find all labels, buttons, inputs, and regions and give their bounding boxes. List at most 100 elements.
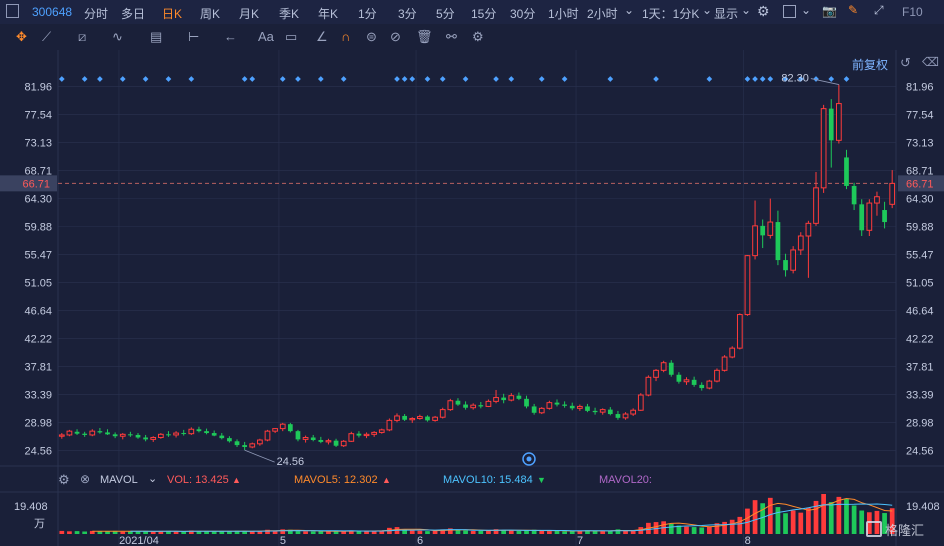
candle bbox=[767, 221, 774, 236]
sidebar-toggle-icon[interactable] bbox=[6, 4, 19, 18]
ruler-icon[interactable]: ∠ bbox=[316, 29, 328, 44]
volume-scale-label: 19.408 bbox=[14, 501, 48, 513]
candle bbox=[607, 409, 613, 415]
event-marker bbox=[165, 76, 172, 82]
period-tab-季k[interactable]: 季K bbox=[279, 7, 300, 21]
chevron-down-icon[interactable]: ⌄ bbox=[801, 3, 812, 17]
candle bbox=[882, 210, 887, 223]
y-tick-label: 51.05 bbox=[906, 278, 934, 290]
y-tick-label: 51.05 bbox=[24, 278, 52, 290]
settings-icon[interactable]: ⚙ bbox=[472, 29, 484, 44]
note-icon[interactable]: ▭ bbox=[285, 29, 298, 44]
magnet-icon[interactable]: ∩ bbox=[341, 29, 351, 44]
candle bbox=[378, 429, 385, 433]
mavol10-line bbox=[130, 503, 893, 532]
y-tick-label: 64.30 bbox=[906, 194, 934, 206]
chevron-down-icon[interactable]: ⌄ bbox=[624, 3, 635, 17]
candle bbox=[691, 379, 697, 385]
settings-icon[interactable]: ⚙ bbox=[58, 472, 70, 487]
arrow-icon[interactable]: ← bbox=[224, 29, 237, 44]
candle bbox=[576, 405, 583, 409]
mavol-name[interactable]: MAVOL bbox=[100, 474, 138, 486]
checkbox-icon[interactable] bbox=[783, 5, 796, 18]
volume-bar bbox=[844, 498, 849, 534]
settings-gear-icon[interactable]: ⚙ bbox=[757, 3, 770, 19]
volume-bar bbox=[554, 530, 560, 534]
chevron-down-icon[interactable]: ⌄ bbox=[741, 3, 752, 17]
range-icon[interactable]: ⊢ bbox=[188, 29, 200, 44]
period-tab-多日[interactable]: 多日 bbox=[121, 7, 146, 21]
undo-icon[interactable]: ↺ bbox=[900, 55, 911, 70]
channel-icon[interactable]: ⧄ bbox=[78, 29, 87, 44]
period-tab-月k[interactable]: 月K bbox=[239, 7, 260, 21]
period-tab-周k[interactable]: 周K bbox=[200, 7, 221, 21]
f10-button[interactable]: F10 bbox=[902, 5, 923, 19]
y-tick-label: 46.64 bbox=[24, 306, 52, 318]
candle bbox=[82, 433, 88, 435]
display-select[interactable]: 显示 bbox=[714, 7, 739, 21]
candle bbox=[501, 397, 507, 401]
vol-value: VOL: 13.425 bbox=[167, 474, 229, 486]
volume-bar bbox=[455, 529, 461, 534]
volume-bar bbox=[752, 500, 758, 534]
x-tick-label: 5 bbox=[280, 535, 286, 546]
chevron-down-icon[interactable]: ⌄ bbox=[702, 3, 713, 17]
plot-area bbox=[0, 50, 944, 466]
candle bbox=[325, 440, 332, 443]
period-tab-2小时[interactable]: 2小时 bbox=[587, 7, 618, 21]
adjust-label[interactable]: 前复权 bbox=[852, 58, 889, 72]
period-tab-30分[interactable]: 30分 bbox=[510, 7, 536, 21]
candle bbox=[287, 424, 293, 432]
period-tab-1分[interactable]: 1分 bbox=[358, 7, 377, 21]
trash-icon[interactable]: 🗑 bbox=[416, 29, 433, 44]
eraser-icon[interactable]: ⌫ bbox=[922, 55, 939, 69]
stock-symbol[interactable]: 300648 bbox=[32, 5, 73, 19]
period-tab-3分[interactable]: 3分 bbox=[398, 7, 417, 21]
event-marker bbox=[782, 76, 789, 82]
hide-icon[interactable]: ⊘ bbox=[390, 29, 401, 44]
lock-icon[interactable]: ⊜ bbox=[366, 29, 377, 44]
volume-bar bbox=[790, 510, 796, 534]
candle bbox=[622, 413, 629, 419]
volume-bar bbox=[82, 531, 88, 534]
text-icon[interactable]: Aa bbox=[258, 29, 274, 44]
chevron-down-icon[interactable]: ⌄ bbox=[148, 473, 158, 485]
fib-icon[interactable]: ▤ bbox=[150, 29, 163, 44]
period-tab-日k[interactable]: 日K bbox=[162, 7, 183, 21]
candle bbox=[729, 347, 736, 358]
volume-bar bbox=[889, 508, 895, 534]
period-tab-5分[interactable]: 5分 bbox=[436, 7, 455, 21]
candle bbox=[58, 434, 65, 437]
volume-bar bbox=[425, 531, 430, 534]
period-tab-分时[interactable]: 分时 bbox=[84, 7, 109, 21]
volume-scale-label-right: 19.408 bbox=[906, 501, 940, 513]
line-icon[interactable]: ⟋ bbox=[42, 29, 52, 44]
period-tab-年k[interactable]: 年K bbox=[318, 7, 339, 21]
link-icon[interactable]: ⚯ bbox=[446, 29, 457, 44]
event-markers[interactable] bbox=[58, 76, 850, 82]
pencil-icon[interactable]: ✎ bbox=[848, 3, 859, 17]
fullscreen-icon[interactable]: ⤢ bbox=[874, 3, 884, 17]
top-toolbar: 300648 分时 多日 日K 周K 月K 季K 年K 1分 3分 5分 15分… bbox=[0, 0, 944, 25]
volume-bar bbox=[760, 503, 766, 534]
volume-bar bbox=[775, 507, 781, 534]
event-marker bbox=[843, 76, 850, 82]
move-icon[interactable]: ✥ bbox=[16, 29, 27, 44]
candle bbox=[302, 436, 309, 440]
y-tick-label: 68.71 bbox=[906, 166, 934, 178]
volume-bar bbox=[204, 531, 209, 534]
range-select[interactable]: 1天：1分K bbox=[642, 7, 700, 21]
volume-bar bbox=[607, 530, 613, 534]
candle bbox=[790, 249, 797, 271]
mavol10-value: MAVOL10: 15.484 bbox=[443, 474, 533, 486]
camera-icon[interactable]: 📷 bbox=[822, 4, 837, 18]
wave-icon[interactable]: ∿ bbox=[112, 29, 123, 44]
volume-bar bbox=[272, 530, 278, 534]
volume-bar bbox=[287, 529, 293, 534]
close-icon[interactable]: ⊗ bbox=[80, 472, 91, 486]
candle bbox=[425, 416, 430, 421]
period-tab-15分[interactable]: 15分 bbox=[471, 7, 497, 21]
y-tick-label: 46.64 bbox=[906, 306, 934, 318]
period-tab-1小时[interactable]: 1小时 bbox=[548, 7, 579, 21]
